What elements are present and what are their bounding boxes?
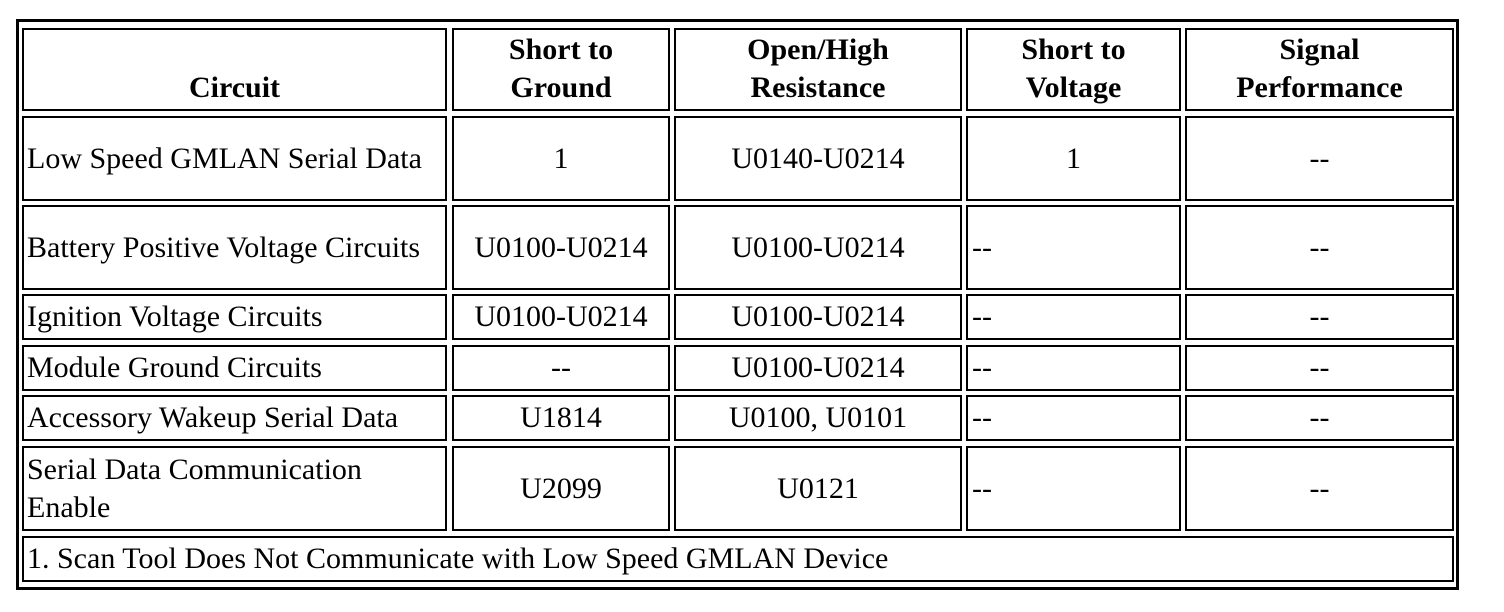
dtc-table: Circuit Short to Ground Open/High Resist…	[16, 19, 1459, 590]
row4-signal-performance: --	[1185, 345, 1454, 391]
row1-short-to-ground: 1	[452, 116, 670, 201]
header-short-to-ground: Short to Ground	[452, 28, 670, 111]
row6-circuit: Serial Data Communication Enable	[22, 446, 447, 531]
row5-short-to-ground: U1814	[452, 395, 670, 441]
row6-signal-performance: --	[1185, 446, 1454, 531]
table-footnote: 1. Scan Tool Does Not Communicate with L…	[22, 536, 1454, 582]
row3-open-high: U0100-U0214	[674, 294, 962, 340]
row5-short-to-voltage: --	[966, 395, 1181, 441]
header-open-high-resistance: Open/High Resistance	[674, 28, 962, 111]
row6-open-high: U0121	[674, 446, 962, 531]
row1-open-high: U0140-U0214	[674, 116, 962, 201]
header-short-to-voltage: Short to Voltage	[966, 28, 1181, 111]
row2-open-high: U0100-U0214	[674, 205, 962, 290]
row3-circuit: Ignition Voltage Circuits	[22, 294, 447, 340]
row4-circuit: Module Ground Circuits	[22, 345, 447, 391]
row3-short-to-ground: U0100-U0214	[452, 294, 670, 340]
row2-short-to-ground: U0100-U0214	[452, 205, 670, 290]
row4-short-to-voltage: --	[966, 345, 1181, 391]
row2-short-to-voltage: --	[966, 205, 1181, 290]
row1-signal-performance: --	[1185, 116, 1454, 201]
row5-signal-performance: --	[1185, 395, 1454, 441]
row3-short-to-voltage: --	[966, 294, 1181, 340]
row2-signal-performance: --	[1185, 205, 1454, 290]
row2-circuit: Battery Positive Voltage Circuits	[22, 205, 447, 290]
row6-short-to-voltage: --	[966, 446, 1181, 531]
row1-short-to-voltage: 1	[966, 116, 1181, 201]
row4-short-to-ground: --	[452, 345, 670, 391]
row5-circuit: Accessory Wakeup Serial Data	[22, 395, 447, 441]
row4-open-high: U0100-U0214	[674, 345, 962, 391]
row3-signal-performance: --	[1185, 294, 1454, 340]
row5-open-high: U0100, U0101	[674, 395, 962, 441]
row6-short-to-ground: U2099	[452, 446, 670, 531]
header-circuit: Circuit	[22, 28, 447, 111]
header-signal-performance: Signal Performance	[1185, 28, 1454, 111]
row1-circuit: Low Speed GMLAN Serial Data	[22, 116, 447, 201]
